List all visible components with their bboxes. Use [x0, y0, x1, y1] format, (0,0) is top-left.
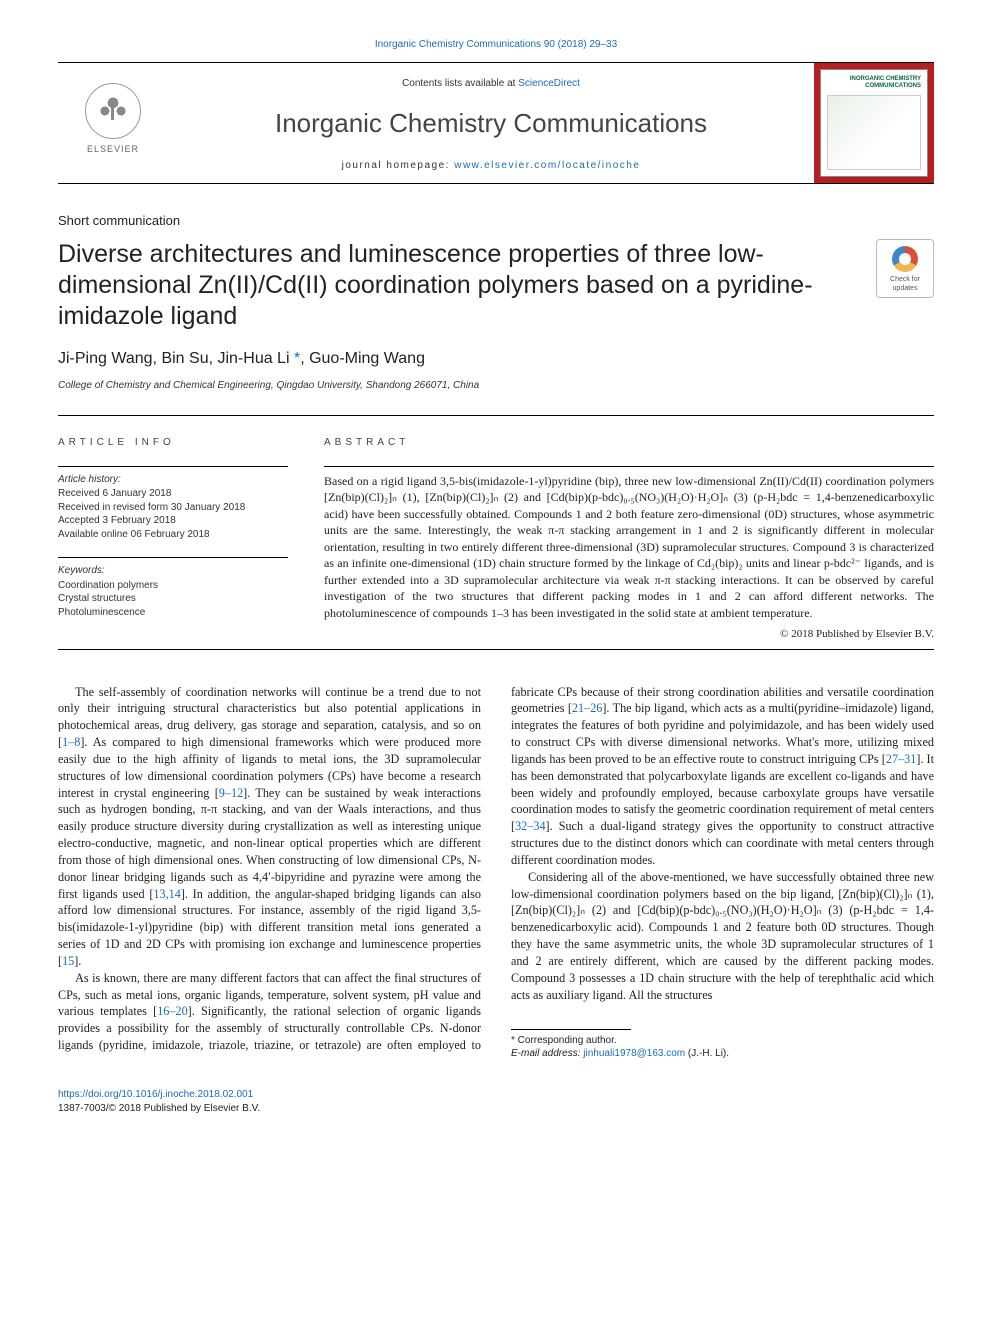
ref-link[interactable]: 9–12	[219, 786, 243, 800]
issn-copyright-line: 1387-7003/© 2018 Published by Elsevier B…	[58, 1103, 260, 1114]
article-info-column: ARTICLE INFO Article history: Received 6…	[58, 416, 288, 643]
body-text: The self-assembly of coordination networ…	[58, 684, 934, 1061]
article-info-label: ARTICLE INFO	[58, 436, 288, 450]
article-history-header: Article history:	[58, 473, 288, 487]
corr-author-label: * Corresponding author.	[511, 1034, 934, 1047]
running-head: Inorganic Chemistry Communications 90 (2…	[58, 38, 934, 52]
body-span: ]. They can be sustained by weak interac…	[58, 786, 481, 901]
journal-name: Inorganic Chemistry Communications	[168, 105, 814, 141]
journal-homepage-line: journal homepage: www.elsevier.com/locat…	[168, 159, 814, 173]
page-footer: https://doi.org/10.1016/j.inoche.2018.02…	[58, 1088, 934, 1116]
history-line: Accepted 3 February 2018	[58, 514, 288, 528]
contents-available-line: Contents lists available at ScienceDirec…	[168, 77, 814, 91]
body-span: Considering all of the above-mentioned, …	[511, 870, 934, 1002]
keyword: Crystal structures	[58, 592, 288, 606]
masthead-center: Contents lists available at ScienceDirec…	[168, 63, 814, 183]
abstract-column: ABSTRACT Based on a rigid ligand 3,5-bis…	[324, 416, 934, 643]
abstract-copyright: © 2018 Published by Elsevier B.V.	[324, 627, 934, 642]
body-paragraph: Considering all of the above-mentioned, …	[511, 869, 934, 1004]
footnote-separator	[511, 1029, 631, 1030]
abstract-label: ABSTRACT	[324, 436, 934, 450]
sciencedirect-link[interactable]: ScienceDirect	[518, 78, 580, 89]
check-for-updates-badge[interactable]: Check for updates	[876, 239, 934, 299]
cover-thumb-cell: INORGANIC CHEMISTRY COMMUNICATIONS	[814, 63, 934, 183]
publisher-logo-cell: ELSEVIER	[58, 63, 168, 183]
ref-link[interactable]: 15	[62, 954, 74, 968]
keywords-header: Keywords:	[58, 564, 288, 578]
publisher-name: ELSEVIER	[87, 143, 139, 156]
body-paragraph: The self-assembly of coordination networ…	[58, 684, 481, 970]
history-line: Available online 06 February 2018	[58, 528, 288, 542]
ref-link[interactable]: 27–31	[886, 752, 916, 766]
corresponding-author-footnote: * Corresponding author. E-mail address: …	[511, 1034, 934, 1060]
article-history-block: Article history: Received 6 January 2018…	[58, 466, 288, 542]
affiliation: College of Chemistry and Chemical Engine…	[58, 379, 934, 393]
journal-homepage-link[interactable]: www.elsevier.com/locate/inoche	[454, 160, 640, 171]
updates-badge-label: Check for updates	[881, 275, 929, 295]
contents-prefix: Contents lists available at	[402, 78, 518, 89]
ref-link[interactable]: 1–8	[62, 735, 80, 749]
corr-author-name-suffix: (J.-H. Li).	[688, 1048, 729, 1059]
homepage-prefix: journal homepage:	[342, 160, 455, 171]
author-list: Ji-Ping Wang, Bin Su, Jin-Hua Li *, Guo-…	[58, 348, 934, 370]
history-line: Received 6 January 2018	[58, 487, 288, 501]
keyword: Coordination polymers	[58, 579, 288, 593]
journal-cover-thumbnail: INORGANIC CHEMISTRY COMMUNICATIONS	[820, 69, 928, 177]
keyword: Photoluminescence	[58, 606, 288, 620]
cover-title: INORGANIC CHEMISTRY COMMUNICATIONS	[827, 76, 921, 89]
ref-link[interactable]: 16–20	[157, 1004, 187, 1018]
ref-link[interactable]: 21–26	[572, 701, 602, 715]
body-span: ].	[74, 954, 81, 968]
article-title: Diverse architectures and luminescence p…	[58, 239, 856, 333]
section-divider	[58, 649, 934, 650]
body-span: ]. Such a dual-ligand strategy gives the…	[511, 819, 934, 867]
cover-image-icon	[827, 95, 921, 170]
elsevier-tree-icon	[85, 83, 141, 139]
keywords-block: Keywords: Coordination polymers Crystal …	[58, 557, 288, 619]
ref-link[interactable]: 32–34	[515, 819, 545, 833]
masthead: ELSEVIER Contents lists available at Sci…	[58, 62, 934, 184]
history-line: Received in revised form 30 January 2018	[58, 501, 288, 515]
doi-link[interactable]: https://doi.org/10.1016/j.inoche.2018.02…	[58, 1089, 253, 1100]
article-type: Short communication	[58, 212, 934, 230]
email-label: E-mail address:	[511, 1048, 580, 1059]
crossmark-icon	[892, 246, 918, 272]
abstract-text: Based on a rigid ligand 3,5-bis(imidazol…	[324, 466, 934, 622]
ref-link[interactable]: 13,14	[153, 887, 180, 901]
corr-author-email-link[interactable]: jinhuali1978@163.com	[583, 1048, 685, 1059]
elsevier-logo: ELSEVIER	[78, 83, 148, 163]
